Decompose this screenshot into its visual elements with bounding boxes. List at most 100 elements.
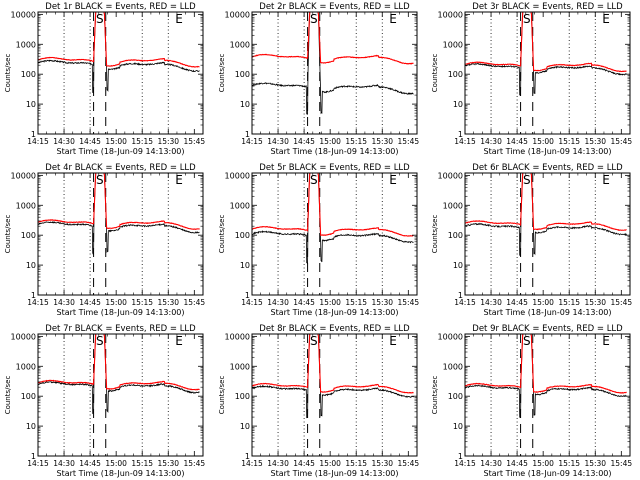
x-tick-label: 15:45: [611, 137, 633, 146]
lld-series-line: [38, 12, 200, 68]
x-tick-label: 14:30: [53, 459, 75, 468]
x-tick-label: 15:45: [398, 137, 420, 146]
y-tick-label: 10000: [11, 171, 36, 180]
x-tick-label: 15:45: [398, 459, 420, 468]
x-tick-label: 14:30: [267, 298, 289, 307]
x-tick-label: 15:30: [584, 298, 606, 307]
plot-frame: [37, 11, 204, 135]
y-tick-label: 1000: [443, 40, 463, 49]
start-marker-label: S: [523, 173, 531, 187]
x-tick-label: 14:45: [79, 137, 101, 146]
start-marker-label: S: [96, 334, 104, 348]
y-axis-label: Counts/sec: [431, 54, 439, 93]
y-tick-label: 1: [245, 291, 250, 300]
end-marker-label: E: [175, 12, 183, 26]
y-tick-label: 100: [235, 70, 250, 79]
y-axis-label: Counts/sec: [431, 215, 439, 254]
end-marker-label: E: [602, 12, 610, 26]
chart-title: Det 8r BLACK = Events, RED = LLD: [259, 324, 410, 334]
x-tick-label: 14:30: [267, 459, 289, 468]
y-tick-label: 100: [448, 392, 463, 401]
y-tick-label: 1000: [230, 40, 250, 49]
x-axis-label: Start Time (18-Jun-09 14:13:00): [271, 147, 399, 156]
plot-frame: [251, 333, 418, 457]
y-tick-label: 10: [26, 422, 36, 431]
lld-series-line: [465, 173, 627, 231]
x-tick-label: 15:00: [105, 298, 127, 307]
x-tick-label: 14:30: [480, 298, 502, 307]
x-axis-label: Start Time (18-Jun-09 14:13:00): [57, 147, 185, 156]
y-tick-label: 10000: [225, 171, 250, 180]
lld-series-line: [252, 12, 414, 65]
chart-title: Det 7r BLACK = Events, RED = LLD: [45, 324, 196, 334]
events-series-line: [252, 12, 414, 115]
x-tick-label: 15:15: [558, 137, 580, 146]
x-axis-label: Start Time (18-Jun-09 14:13:00): [57, 308, 185, 317]
y-tick-label: 100: [448, 70, 463, 79]
x-tick-label: 15:45: [398, 298, 420, 307]
y-tick-label: 10: [26, 100, 36, 109]
y-axis-label: Counts/sec: [218, 54, 226, 93]
y-tick-label: 10: [240, 100, 250, 109]
events-series-line: [38, 173, 200, 255]
y-tick-label: 1: [458, 291, 463, 300]
events-series-line: [252, 173, 414, 265]
y-axis-label: Counts/sec: [218, 376, 226, 415]
events-series-line: [38, 334, 200, 415]
x-tick-label: 15:30: [584, 137, 606, 146]
lld-series-line: [38, 173, 200, 230]
y-axis-label: Counts/sec: [218, 215, 226, 254]
x-tick-label: 14:15: [241, 137, 263, 146]
y-tick-label: 1: [245, 452, 250, 461]
x-tick-label: 14:15: [241, 298, 263, 307]
y-tick-label: 1000: [230, 201, 250, 210]
y-tick-label: 10000: [11, 10, 36, 19]
x-tick-label: 14:30: [53, 298, 75, 307]
y-tick-label: 1: [458, 452, 463, 461]
plot-frame: [464, 172, 631, 296]
x-tick-label: 15:45: [611, 298, 633, 307]
x-tick-label: 14:15: [27, 137, 49, 146]
x-tick-label: 14:45: [293, 137, 315, 146]
events-series-line: [465, 12, 627, 96]
x-tick-label: 15:00: [319, 298, 341, 307]
y-tick-label: 1000: [443, 201, 463, 210]
lld-series-line: [252, 173, 414, 237]
x-tick-label: 14:15: [454, 298, 476, 307]
x-axis-label: Start Time (18-Jun-09 14:13:00): [57, 469, 185, 478]
start-marker-label: S: [310, 334, 318, 348]
lld-series-line: [465, 334, 627, 394]
y-tick-label: 100: [21, 70, 36, 79]
y-axis-label: Counts/sec: [4, 215, 12, 254]
events-series-line: [38, 12, 200, 94]
chart-title: Det 1r BLACK = Events, RED = LLD: [45, 2, 196, 12]
plot-frame: [251, 172, 418, 296]
y-tick-label: 1000: [16, 40, 36, 49]
x-tick-label: 15:30: [157, 298, 179, 307]
x-tick-label: 14:45: [506, 298, 528, 307]
y-tick-label: 10: [453, 100, 463, 109]
y-tick-label: 100: [235, 392, 250, 401]
x-tick-label: 14:15: [454, 137, 476, 146]
x-axis-label: Start Time (18-Jun-09 14:13:00): [484, 147, 612, 156]
chart-title: Det 5r BLACK = Events, RED = LLD: [259, 163, 410, 173]
end-marker-label: E: [389, 12, 397, 26]
end-marker-label: E: [175, 173, 183, 187]
x-tick-label: 14:30: [267, 137, 289, 146]
x-tick-label: 14:15: [27, 298, 49, 307]
plot-frame: [464, 333, 631, 457]
y-axis-label: Counts/sec: [4, 54, 12, 93]
end-marker-label: E: [602, 334, 610, 348]
chart-title: Det 4r BLACK = Events, RED = LLD: [45, 163, 196, 173]
x-tick-label: 14:30: [53, 137, 75, 146]
x-tick-label: 15:00: [532, 137, 554, 146]
x-tick-label: 15:15: [131, 137, 153, 146]
x-tick-label: 14:45: [293, 298, 315, 307]
chart-title: Det 3r BLACK = Events, RED = LLD: [472, 2, 623, 12]
end-marker-label: E: [389, 334, 397, 348]
